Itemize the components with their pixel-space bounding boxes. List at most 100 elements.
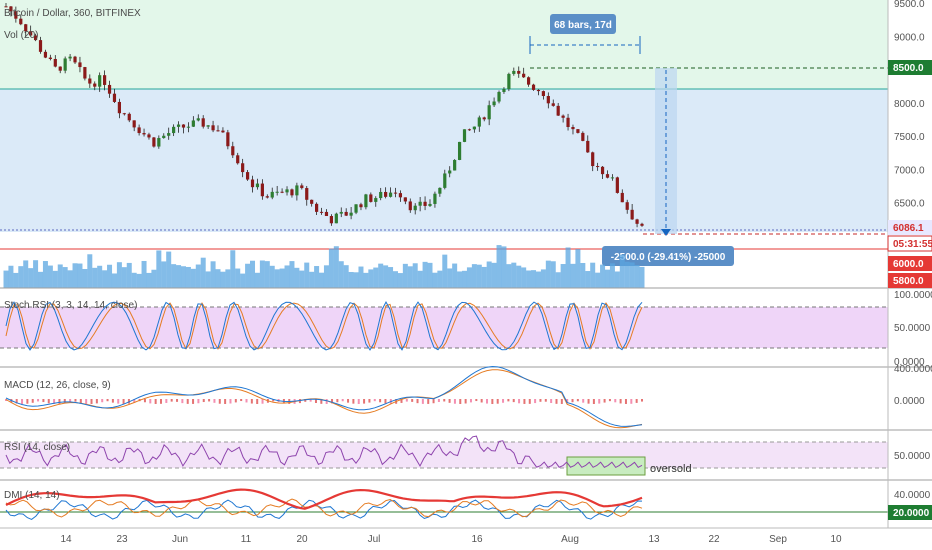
macd-histogram-bar xyxy=(149,399,152,404)
macd-histogram-bar xyxy=(192,399,195,404)
time-tick-label: Jul xyxy=(368,534,381,545)
volume-bar xyxy=(151,269,157,288)
candle-body xyxy=(354,204,358,213)
candle-body xyxy=(487,105,491,120)
candle-body xyxy=(88,78,92,84)
candle-body xyxy=(112,93,117,102)
candle-body xyxy=(379,191,383,199)
volume-bar xyxy=(388,267,394,288)
volume-bar xyxy=(600,264,606,288)
macd-histogram-bar xyxy=(143,399,146,403)
candle-body xyxy=(206,125,210,127)
price-tag xyxy=(888,273,932,288)
macd-histogram-bar xyxy=(309,399,312,402)
volume-bar xyxy=(521,267,527,288)
macd-histogram-bar xyxy=(416,399,419,404)
candle-body xyxy=(403,197,407,202)
candle-body xyxy=(561,115,565,118)
candle-body xyxy=(211,125,215,131)
candle-body xyxy=(546,96,550,104)
volume-bar xyxy=(614,271,620,288)
macd-histogram-bar xyxy=(69,399,72,402)
candle-body xyxy=(137,127,141,134)
volume-bar xyxy=(121,267,127,288)
volume-bar xyxy=(526,270,532,288)
time-axis: 14 23 Jun 11 20 Jul 16 Aug 13 22 Sep 10 xyxy=(60,534,842,545)
candle-body xyxy=(605,174,610,178)
volume-bar xyxy=(185,266,191,288)
macd-histogram-bar xyxy=(208,399,211,402)
volume-bar xyxy=(200,257,206,288)
candle-body xyxy=(344,211,348,216)
candle-body xyxy=(216,130,220,132)
stoch-tick-label: 100.0000 xyxy=(894,290,932,301)
candle-body xyxy=(33,35,38,41)
macd-histogram-bar xyxy=(154,399,157,404)
volume-bar xyxy=(358,266,364,288)
candle-body xyxy=(58,66,62,71)
macd-histogram-bar xyxy=(176,399,179,402)
time-tick-label: Jun xyxy=(172,534,188,545)
candle-body xyxy=(625,202,629,210)
macd-histogram-bar xyxy=(475,399,478,402)
candle-body xyxy=(556,105,560,116)
volume-bar xyxy=(87,254,93,288)
macd-tick-label: 0.0000 xyxy=(894,396,925,407)
volume-bar xyxy=(304,262,310,288)
candle-body xyxy=(472,126,476,130)
macd-histogram-bar xyxy=(357,399,360,404)
volume-bar xyxy=(457,271,463,288)
macd-histogram-bar xyxy=(79,399,82,403)
candle-body xyxy=(245,172,250,180)
volume-bar xyxy=(250,260,256,288)
macd-histogram-bar xyxy=(576,399,579,402)
candle-body xyxy=(329,216,333,224)
volume-bar xyxy=(259,260,265,288)
candle-body xyxy=(191,120,195,127)
candle-body xyxy=(610,177,615,179)
volume-bar xyxy=(240,273,246,288)
candle-body xyxy=(9,6,13,12)
rsi-tick-label: 50.0000 xyxy=(894,451,931,462)
time-tick-label: 23 xyxy=(116,534,128,545)
macd-histogram-bar xyxy=(427,399,430,404)
candle-body xyxy=(457,141,462,160)
candle-body xyxy=(502,89,506,92)
volume-bar xyxy=(383,265,389,288)
candle-body xyxy=(467,129,472,131)
candle-body xyxy=(497,91,501,102)
time-tick-label: 14 xyxy=(60,534,72,545)
candle-body xyxy=(541,91,545,97)
macd-histogram-bar xyxy=(641,399,643,402)
volume-bar xyxy=(629,262,635,288)
macd-histogram-bar xyxy=(186,399,189,404)
candle-body xyxy=(231,146,235,156)
price-tag-label: 6086.1 xyxy=(893,223,924,234)
stoch-lines xyxy=(5,301,643,351)
volume-bar xyxy=(42,261,48,288)
volume-bar xyxy=(550,261,556,288)
candle-body xyxy=(260,183,264,197)
macd-lines xyxy=(5,365,643,429)
candle-body xyxy=(226,132,230,147)
volume-bar xyxy=(501,246,507,288)
macd-label: MACD (12, 26, close, 9) xyxy=(4,380,111,391)
measure-arrow-head xyxy=(661,229,671,236)
rsi-label: RSI (14, close) xyxy=(4,442,70,453)
volume-bar xyxy=(126,262,132,288)
volume-bar xyxy=(235,268,241,288)
macd-histogram-bar xyxy=(127,399,130,404)
macd-histogram-bar xyxy=(250,399,253,404)
volume-bar xyxy=(585,271,591,288)
macd-histogram-bar xyxy=(555,399,558,404)
candle-body xyxy=(275,191,279,193)
dmi-plus-line xyxy=(5,499,643,520)
price-tick-label: 9000.0 xyxy=(894,32,925,43)
volume-bar xyxy=(18,266,24,288)
volume-bar xyxy=(516,265,522,288)
macd-histogram-bar xyxy=(443,399,446,402)
candle-body xyxy=(167,133,171,136)
macd-histogram-bar xyxy=(491,399,494,404)
price-tag-label: 6000.0 xyxy=(893,259,924,270)
